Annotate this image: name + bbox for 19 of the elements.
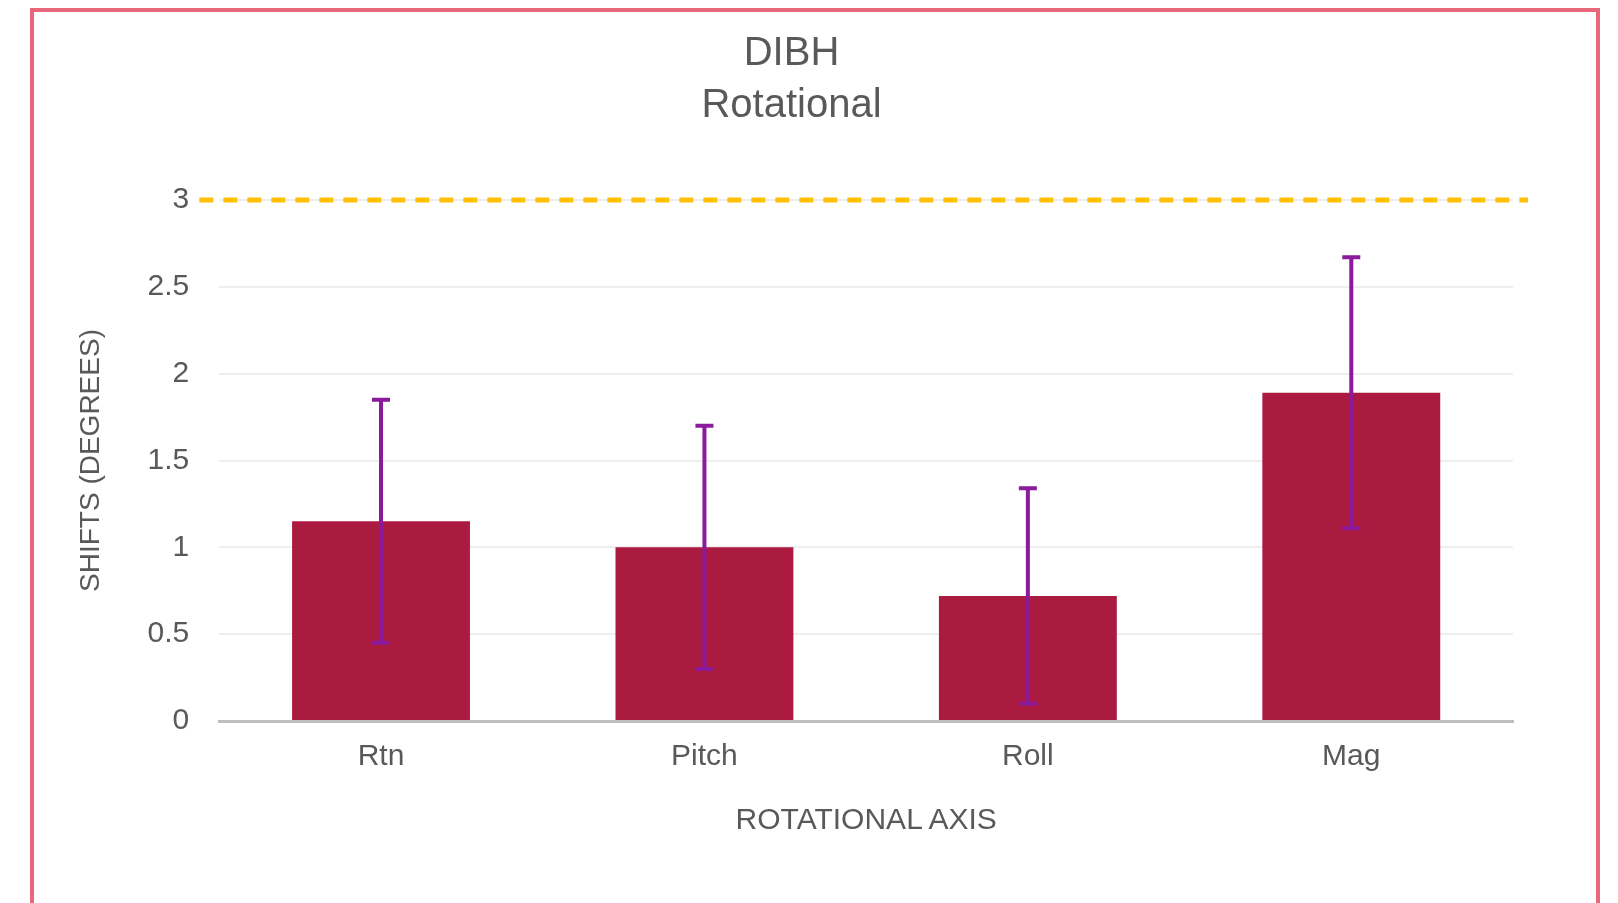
y-tick-label: 1.5 (147, 441, 190, 475)
x-tick-label: Mag (1322, 738, 1381, 772)
y-tick-label: 2 (172, 354, 190, 388)
chart-title: DIBH (743, 29, 840, 74)
x-tick-label: Pitch (671, 738, 738, 772)
x-tick-label: Roll (1002, 738, 1054, 772)
x-axis-title: ROTATIONAL AXIS (735, 802, 997, 836)
chart-subtitle: Rotational (701, 81, 882, 126)
y-axis-title: SHIFTS (DEGREES) (73, 329, 105, 592)
x-tick-label: Rtn (357, 738, 405, 772)
bar (615, 547, 794, 720)
y-tick-label: 3 (172, 181, 190, 215)
bar (292, 521, 470, 720)
y-tick-label: 0 (172, 702, 190, 736)
y-tick-label: 0.5 (147, 615, 190, 649)
bar (938, 595, 1117, 720)
bar (1262, 392, 1441, 720)
y-tick-label: 1 (172, 528, 190, 562)
y-tick-label: 2.5 (147, 268, 190, 302)
